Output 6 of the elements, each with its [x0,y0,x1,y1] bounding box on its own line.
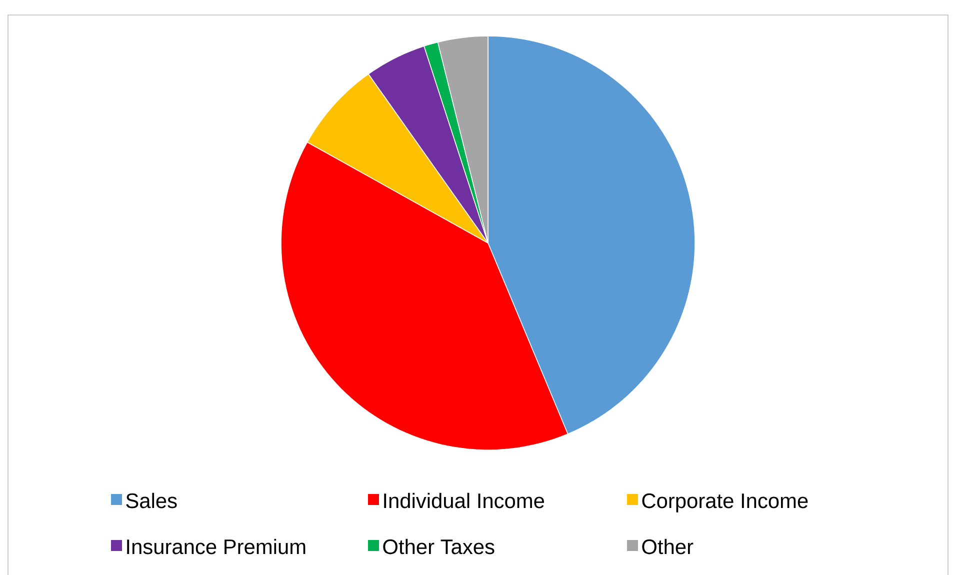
legend-label: Other Taxes [383,538,494,554]
legend-label: Individual Income [384,492,544,508]
legend-label: Other [642,538,694,554]
legend-label: Sales [126,492,177,508]
legend-label: Corporate Income [642,493,808,512]
legend-label: Insurance Premium [127,538,306,554]
